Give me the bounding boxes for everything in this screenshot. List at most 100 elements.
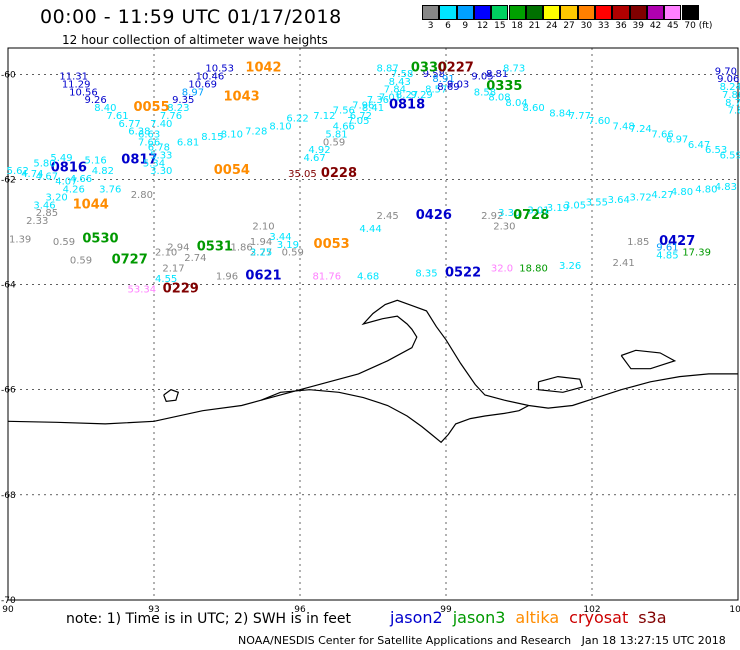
scale-swatch xyxy=(473,5,492,20)
wave-height-label: 7.12 xyxy=(313,111,335,122)
wave-height-label: 7.40 xyxy=(150,119,172,130)
wave-height-label: 2.45 xyxy=(376,211,398,222)
satellite-legend-altika: altika xyxy=(515,608,560,627)
wave-height-label: 0.59 xyxy=(323,137,345,148)
wave-height-label: 5.80 xyxy=(33,158,55,169)
note-text: note: 1) Time is in UTC; 2) SWH is in fe… xyxy=(66,611,352,627)
scale-label: 15 xyxy=(494,21,506,31)
wave-height-label: 8.35 xyxy=(415,269,437,280)
wave-height-label: 3.64 xyxy=(608,195,630,206)
wave-height-label: 8.73 xyxy=(503,64,525,75)
coastline-bay xyxy=(260,389,529,444)
wave-height-label: 6.97 xyxy=(666,135,688,146)
wave-height-label: 3.44 xyxy=(269,232,291,243)
wave-height-label: 7.8 xyxy=(728,106,740,117)
wave-height-label: 1.96 xyxy=(216,271,238,282)
pass-time-label: 0818 xyxy=(389,97,425,112)
scale-swatch xyxy=(525,5,544,20)
wave-height-label: 4.80 xyxy=(671,187,693,198)
satellite-legend-cryosat: cryosat xyxy=(569,608,629,627)
scale-label: 39 xyxy=(632,21,644,31)
wave-height-label: 6.38 xyxy=(128,127,150,138)
wave-height-label: 6.47 xyxy=(688,140,710,151)
wave-height-label: 8.23 xyxy=(167,103,189,114)
wave-height-label: 3.26 xyxy=(559,261,581,272)
scale-unit: (ft) xyxy=(698,21,713,31)
wave-height-label: 5.34 xyxy=(143,158,165,169)
scale-swatch xyxy=(560,5,578,20)
wave-height-label: 3.72 xyxy=(630,192,652,203)
wave-height-label: 4.26 xyxy=(63,185,85,196)
pass-time-label: 0426 xyxy=(416,208,452,223)
y-tick-label: -60 xyxy=(1,70,16,80)
wave-height-label: 5.49 xyxy=(50,153,72,164)
wave-height-label: 1.86 xyxy=(230,242,252,253)
plot-frame xyxy=(7,47,739,601)
wave-height-label: 35.05 xyxy=(288,169,317,180)
wave-height-label: 6.77 xyxy=(119,119,141,130)
wave-height-label: 7.61 xyxy=(106,111,128,122)
scale-label: 27 xyxy=(563,21,575,31)
wave-height-label: 3.76 xyxy=(99,185,121,196)
wave-height-label: 4.85 xyxy=(656,250,678,261)
scale-swatch xyxy=(646,5,665,20)
pass-time-label: 0727 xyxy=(112,253,148,268)
pass-time-label: 0816 xyxy=(51,161,87,176)
wave-height-label: 4.27 xyxy=(651,190,673,201)
wave-height-label: 8.10 xyxy=(269,121,291,132)
wave-height-label: 3.30 xyxy=(498,208,520,219)
wave-height-label: 7.66 xyxy=(138,137,160,148)
wave-height-label: 2.41 xyxy=(613,258,635,269)
scale-swatch xyxy=(456,5,474,20)
wave-height-label: 7.84 xyxy=(384,85,406,96)
wave-height-label: 5.16 xyxy=(84,156,106,167)
wave-height-label: 6.53 xyxy=(705,145,727,156)
wave-height-label: 8.69 xyxy=(437,82,459,93)
y-tick-label: -64 xyxy=(1,281,16,291)
wave-height-label: 9.70 xyxy=(715,66,737,77)
wave-height-label: 9.29 xyxy=(411,90,433,101)
wave-height-label: 8.81 xyxy=(486,69,508,80)
x-tick-label: 96 xyxy=(294,605,306,615)
wave-height-label: 6.81 xyxy=(177,137,199,148)
pass-time-label: 1042 xyxy=(245,61,281,76)
scale-swatch xyxy=(612,5,630,20)
wave-height-label: 1.94 xyxy=(250,237,272,248)
wave-height-label: 32.0 xyxy=(491,263,513,274)
y-tick-label: -62 xyxy=(1,175,16,185)
wave-height-label: 8.24 xyxy=(720,82,740,93)
wave-height-label: 7.60 xyxy=(588,116,610,127)
scale-label: 6 xyxy=(445,21,451,31)
wave-height-label: 4.44 xyxy=(359,224,381,235)
wave-height-label: 10.46 xyxy=(196,72,225,83)
wave-height-label: 6.63 xyxy=(138,129,160,140)
wave-height-label: 2.77 xyxy=(250,248,272,259)
wave-height-label: 4.66 xyxy=(70,174,92,185)
scale-swatch xyxy=(681,5,699,20)
wave-height-label: 3.19 xyxy=(277,240,299,251)
wave-height-label: 1.85 xyxy=(627,237,649,248)
wave-height-label: 7.56 xyxy=(333,106,355,117)
wave-height-label: 10.53 xyxy=(205,64,234,75)
wave-height-label: 6.59 xyxy=(720,150,740,161)
pass-time-label: 0227 xyxy=(438,61,474,76)
wave-height-label: 5.62 xyxy=(7,166,29,177)
wave-height-label: 4.67 xyxy=(36,171,58,182)
island-outline xyxy=(163,389,180,402)
wave-height-label: 4.55 xyxy=(155,274,177,285)
pass-time-label: 0531 xyxy=(197,239,233,254)
scale-label: 30 xyxy=(580,21,593,31)
scale-label: 21 xyxy=(528,21,541,31)
wave-height-label: 10.56 xyxy=(69,87,98,98)
wave-height-label: 3.20 xyxy=(46,192,68,203)
wave-height-label: 4.67 xyxy=(303,153,325,164)
wave-height-label: 2.30 xyxy=(493,221,515,232)
pass-time-label: 0530 xyxy=(82,232,118,247)
scale-swatch xyxy=(422,5,440,20)
wave-height-label: 7.05 xyxy=(347,116,369,127)
wave-height-label: 9.61 xyxy=(656,242,678,253)
pass-time-label: 0054 xyxy=(214,163,250,178)
scale-swatch xyxy=(508,5,526,20)
wave-height-label: 7.24 xyxy=(630,124,652,135)
wave-height-label: 11.29 xyxy=(62,79,91,90)
